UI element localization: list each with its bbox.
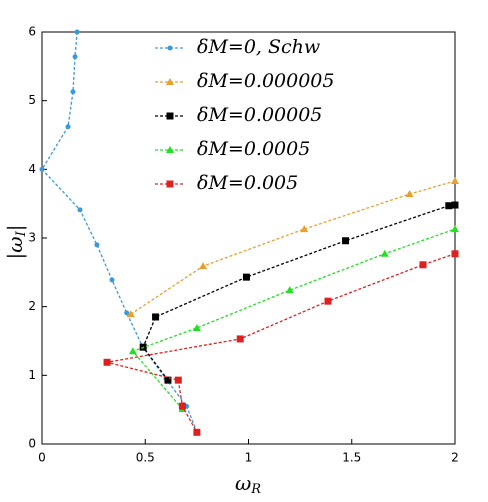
legend-label: δM=0.0005 [197,138,310,160]
marker [193,428,201,436]
marker [451,225,459,233]
x-label-main: ω [235,471,251,495]
marker [167,45,173,51]
marker [109,277,115,283]
marker [242,273,250,281]
plot-frame [41,31,456,445]
marker [166,78,174,85]
marker [39,166,45,172]
marker [405,190,414,198]
x-tick-label: 0 [38,451,46,465]
marker [164,376,172,384]
y-tick-label: 6 [28,25,36,39]
marker [285,286,294,294]
series-line [130,180,456,315]
x-tick-label: 1.5 [342,451,361,465]
marker [103,358,111,366]
marker [342,237,350,245]
y-tick-label: 2 [28,299,36,313]
y-tick-label: 4 [28,162,36,176]
x-axis-label: ωR [235,471,261,497]
marker [451,201,459,209]
x-label-sub: R [250,482,261,497]
series-line [41,31,198,432]
marker [166,180,174,188]
marker [419,261,427,269]
x-tick-label: 2 [451,451,459,465]
marker [178,402,186,410]
series-line [106,253,456,433]
marker [174,376,182,384]
marker [77,207,83,213]
y-axis-label: |ωI| [3,225,29,260]
marker [199,262,208,270]
y-label-sub: I [14,230,29,237]
marker [451,250,459,258]
marker [70,89,76,95]
x-tick-label: 1 [245,451,253,465]
legend-label: δM=0.000005 [197,70,334,92]
marker [380,249,389,257]
marker [72,54,78,60]
marker [166,112,174,120]
y-tick-label: 5 [28,93,36,107]
marker [324,297,332,305]
y-label-end: | [3,225,28,232]
y-tick-label: 1 [28,368,36,382]
series-line [142,204,456,381]
x-tick-label: 0.5 [136,451,155,465]
y-tick-label: 3 [28,231,36,245]
marker [94,242,100,248]
marker [451,177,459,185]
marker [65,124,71,130]
marker [445,202,453,210]
y-label-main: |ω [3,236,28,259]
marker [74,29,80,35]
marker [128,347,137,355]
y-tick-label: 0 [28,437,36,451]
marker [166,146,174,153]
marker [236,335,244,343]
legend-label: δM=0, Schw [197,36,320,58]
marker [126,310,135,318]
marker [152,313,160,321]
legend-label: δM=0.005 [197,172,298,194]
marker [300,225,309,233]
marker [192,323,201,331]
marker [124,310,130,316]
legend-label: δM=0.00005 [197,104,322,126]
